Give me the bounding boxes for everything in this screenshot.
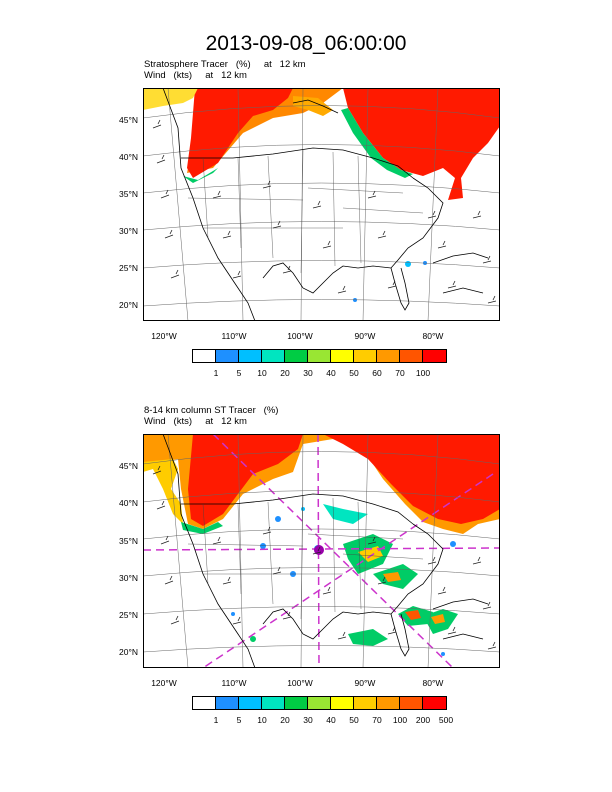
panel2-subtitle-1: 8-14 km column ST Tracer (%) bbox=[144, 405, 279, 416]
panel2-lat-label: 45°N bbox=[119, 461, 138, 471]
panel2-colorbar-label: 1 bbox=[213, 715, 219, 725]
panel1-colorbar-label: 70 bbox=[395, 368, 405, 378]
panel2-lat-label: 20°N bbox=[119, 647, 138, 657]
panel1-lat-label: 35°N bbox=[119, 189, 138, 199]
panel1-lat-label: 20°N bbox=[119, 300, 138, 310]
colorbar-swatch bbox=[423, 697, 446, 709]
colorbar-swatch bbox=[239, 350, 262, 362]
panel1-colorbar-label: 60 bbox=[372, 368, 382, 378]
panel2-colorbar-label: 200 bbox=[415, 715, 431, 725]
panel2-colorbar-label: 20 bbox=[280, 715, 290, 725]
panel1-lat-label: 40°N bbox=[119, 152, 138, 162]
colorbar-swatch bbox=[354, 350, 377, 362]
colorbar-swatch bbox=[331, 697, 354, 709]
colorbar-swatch bbox=[354, 697, 377, 709]
colorbar-swatch bbox=[308, 350, 331, 362]
colorbar-swatch bbox=[308, 697, 331, 709]
panel2-colorbar-label: 50 bbox=[349, 715, 359, 725]
panel2-lon-label: 90°W bbox=[354, 678, 376, 688]
panel1-lat-label: 30°N bbox=[119, 226, 138, 236]
panel1-subtitle-2: Wind (kts) at 12 km bbox=[144, 70, 247, 81]
panel1-colorbar-label: 10 bbox=[257, 368, 267, 378]
colorbar-swatch bbox=[216, 697, 239, 709]
panel2-lat-label: 25°N bbox=[119, 610, 138, 620]
panel1-lon-label: 120°W bbox=[151, 331, 177, 341]
panel2-colorbar-label: 70 bbox=[372, 715, 382, 725]
colorbar-swatch bbox=[400, 350, 423, 362]
panel2-lon-label: 120°W bbox=[151, 678, 177, 688]
panel2-lat-label: 30°N bbox=[119, 573, 138, 583]
colorbar-swatch bbox=[285, 697, 308, 709]
colorbar-swatch bbox=[193, 350, 216, 362]
colorbar-swatch bbox=[331, 350, 354, 362]
panel2-colorbar bbox=[192, 696, 447, 710]
colorbar-swatch bbox=[262, 350, 285, 362]
panel1-colorbar-label: 30 bbox=[303, 368, 313, 378]
panel2-lon-label: 100°W bbox=[287, 678, 313, 688]
panel2-lat-label: 35°N bbox=[119, 536, 138, 546]
panel2-lon-label: 80°W bbox=[422, 678, 444, 688]
colorbar-swatch bbox=[423, 350, 446, 362]
colorbar-swatch bbox=[239, 697, 262, 709]
panel2-map bbox=[143, 434, 500, 668]
panel1-colorbar-label: 40 bbox=[326, 368, 336, 378]
colorbar-swatch bbox=[377, 697, 400, 709]
panel2-lat-label: 40°N bbox=[119, 498, 138, 508]
figure-title: 2013-09-08_06:00:00 bbox=[205, 32, 407, 55]
colorbar-swatch bbox=[400, 697, 423, 709]
panel1-lat-label: 25°N bbox=[119, 263, 138, 273]
colorbar-swatch bbox=[262, 697, 285, 709]
colorbar-swatch bbox=[377, 350, 400, 362]
panel2-colorbar-label: 10 bbox=[257, 715, 267, 725]
panel2-colorbar-label: 500 bbox=[438, 715, 454, 725]
panel1-colorbar-label: 20 bbox=[280, 368, 290, 378]
panel1-lon-label: 100°W bbox=[287, 331, 313, 341]
panel1-colorbar-label: 50 bbox=[349, 368, 359, 378]
panel1-colorbar-label: 100 bbox=[415, 368, 431, 378]
panel1-map bbox=[143, 88, 500, 321]
panel1-lon-label: 90°W bbox=[354, 331, 376, 341]
panel1-colorbar bbox=[192, 349, 447, 363]
panel1-lon-label: 80°W bbox=[422, 331, 444, 341]
panel1-subtitle-1: Stratosphere Tracer (%) at 12 km bbox=[144, 59, 306, 70]
colorbar-swatch bbox=[193, 697, 216, 709]
panel1-colorbar-label: 1 bbox=[213, 368, 219, 378]
panel2-colorbar-label: 100 bbox=[392, 715, 408, 725]
panel1-lon-label: 110°W bbox=[221, 331, 247, 341]
panel2-colorbar-label: 40 bbox=[326, 715, 336, 725]
panel2-subtitle-2: Wind (kts) at 12 km bbox=[144, 416, 247, 427]
panel2-colorbar-label: 5 bbox=[236, 715, 242, 725]
colorbar-swatch bbox=[216, 350, 239, 362]
panel1-lat-label: 45°N bbox=[119, 115, 138, 125]
colorbar-swatch bbox=[285, 350, 308, 362]
panel2-lon-label: 110°W bbox=[221, 678, 247, 688]
panel2-colorbar-label: 30 bbox=[303, 715, 313, 725]
panel1-colorbar-label: 5 bbox=[236, 368, 242, 378]
